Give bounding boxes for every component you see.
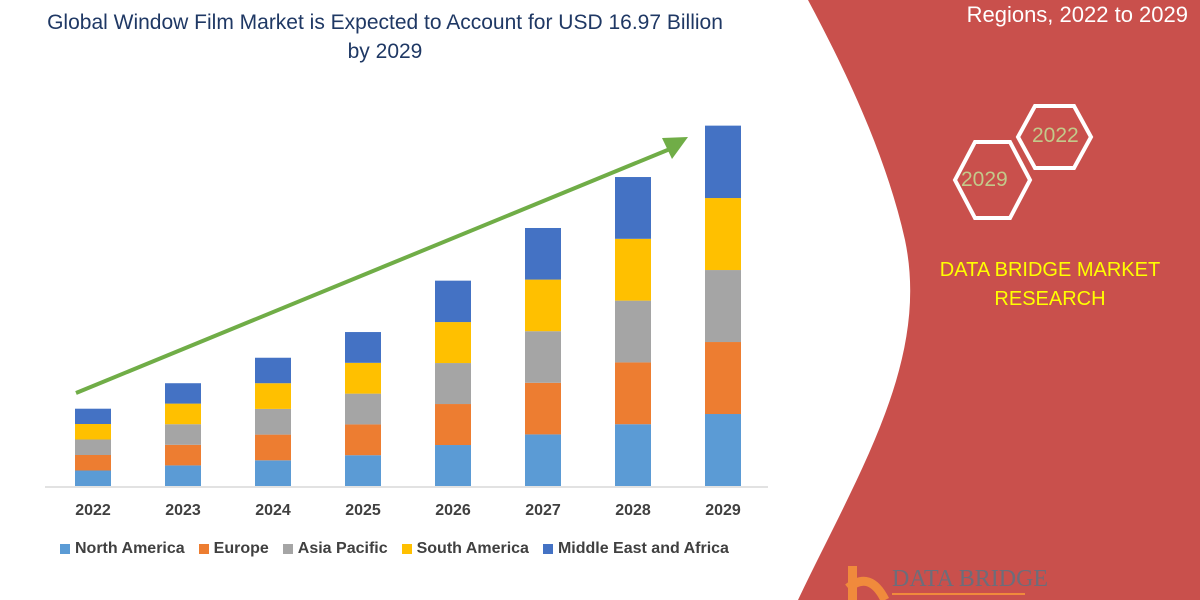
bars-group bbox=[75, 125, 741, 486]
bar-segment-2029-north-america bbox=[705, 414, 741, 486]
legend-item: Middle East and Africa bbox=[542, 540, 729, 558]
bar-segment-2025-asia-pacific bbox=[345, 393, 381, 425]
bar-segment-2023-asia-pacific bbox=[165, 424, 201, 445]
bar-segment-2022-middle-east-and-africa bbox=[75, 408, 111, 424]
legend-swatch bbox=[542, 544, 553, 554]
side-panel-title: Regions, 2022 to 2029 bbox=[966, 2, 1188, 27]
hexagon-2029 bbox=[952, 140, 1033, 220]
bar-segment-2024-asia-pacific bbox=[255, 408, 291, 435]
x-tick-label: 2025 bbox=[345, 502, 381, 519]
x-tick-label: 2022 bbox=[75, 502, 111, 519]
logo-text: DATA BRIDGE bbox=[892, 566, 1049, 592]
x-tick-label: 2028 bbox=[615, 502, 651, 519]
legend-item: Europe bbox=[198, 540, 269, 558]
bar-segment-2027-south-america bbox=[525, 279, 561, 332]
bar-segment-2024-south-america bbox=[255, 383, 291, 409]
bar-segment-2028-south-america bbox=[615, 238, 651, 301]
red-side-panel bbox=[798, 0, 1200, 600]
logo-icon bbox=[845, 566, 1025, 600]
legend-label: Middle East and Africa bbox=[557, 540, 729, 557]
hex-label-2029: 2029 bbox=[961, 168, 1008, 191]
x-tick-label: 2023 bbox=[165, 502, 201, 519]
bar-segment-2022-asia-pacific bbox=[75, 439, 111, 455]
legend-label: North America bbox=[75, 540, 185, 557]
bar-segment-2028-middle-east-and-africa bbox=[615, 177, 651, 239]
x-tick-label: 2029 bbox=[705, 502, 741, 519]
bar-segment-2022-europe bbox=[75, 454, 111, 471]
bar-segment-2027-europe bbox=[525, 382, 561, 435]
bar-segment-2026-europe bbox=[435, 404, 471, 446]
hexagon-2022 bbox=[1015, 104, 1094, 170]
bar-segment-2022-south-america bbox=[75, 423, 111, 440]
chart-title: Global Window Film Market is Expected to… bbox=[47, 11, 723, 63]
bar-segment-2029-europe bbox=[705, 342, 741, 415]
legend-item: Asia Pacific bbox=[282, 540, 388, 558]
x-tick-label: 2024 bbox=[255, 502, 291, 519]
bar-segment-2025-europe bbox=[345, 424, 381, 456]
bar-segment-2024-middle-east-and-africa bbox=[255, 357, 291, 384]
bar-segment-2023-middle-east-and-africa bbox=[165, 383, 201, 404]
legend-swatch bbox=[60, 544, 70, 554]
bar-segment-2026-asia-pacific bbox=[435, 363, 471, 405]
bar-segment-2024-north-america bbox=[255, 460, 291, 486]
legend-item: South America bbox=[401, 540, 529, 558]
legend-label: Europe bbox=[213, 540, 269, 557]
bar-segment-2029-south-america bbox=[705, 198, 741, 271]
bar-segment-2026-south-america bbox=[435, 322, 471, 364]
bar-segment-2028-north-america bbox=[615, 424, 651, 486]
hex-label-2022: 2022 bbox=[1032, 124, 1079, 147]
bar-segment-2029-asia-pacific bbox=[705, 270, 741, 343]
bar-segment-2023-north-america bbox=[165, 465, 201, 486]
bar-segment-2028-asia-pacific bbox=[615, 300, 651, 363]
bar-segment-2022-north-america bbox=[75, 470, 111, 486]
legend-swatch bbox=[401, 544, 412, 554]
legend-label: Asia Pacific bbox=[297, 540, 388, 557]
x-tick-label: 2026 bbox=[435, 502, 471, 519]
bar-segment-2026-middle-east-and-africa bbox=[435, 280, 471, 323]
bar-segment-2023-south-america bbox=[165, 403, 201, 425]
legend-swatch bbox=[282, 544, 293, 554]
bar-segment-2029-middle-east-and-africa bbox=[705, 125, 741, 199]
legend-label: South America bbox=[416, 540, 529, 557]
trend-arrow bbox=[75, 137, 688, 395]
bar-segment-2025-middle-east-and-africa bbox=[345, 332, 381, 363]
legend: North America Europe Asia Pacific South Ame… bbox=[60, 540, 729, 558]
bar-segment-2025-south-america bbox=[345, 362, 381, 394]
brand-name: DATA BRIDGE MARKET RESEARCH bbox=[939, 259, 1161, 310]
bar-segment-2028-europe bbox=[615, 362, 651, 425]
bar-segment-2027-north-america bbox=[525, 434, 561, 486]
bar-segment-2027-asia-pacific bbox=[525, 331, 561, 383]
bar-segment-2024-europe bbox=[255, 434, 291, 461]
bar-segment-2026-north-america bbox=[435, 445, 471, 486]
bar-segment-2023-europe bbox=[165, 444, 201, 466]
legend-item: North America bbox=[60, 540, 185, 558]
bar-segment-2025-north-america bbox=[345, 455, 381, 486]
legend-swatch bbox=[198, 544, 209, 554]
bar-segment-2027-middle-east-and-africa bbox=[525, 227, 561, 280]
x-tick-label: 2027 bbox=[525, 502, 561, 519]
